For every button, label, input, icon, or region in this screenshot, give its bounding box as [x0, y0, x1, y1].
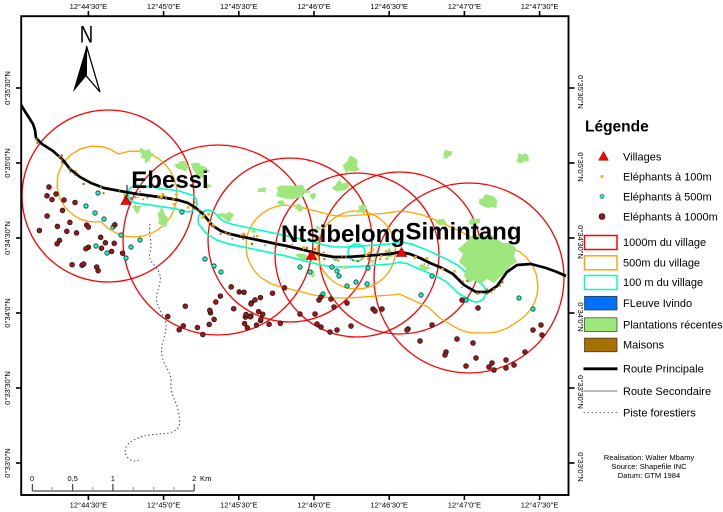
svg-text:12°45'30"E: 12°45'30"E — [220, 501, 258, 510]
svg-text:12°45'0"E: 12°45'0"E — [147, 501, 180, 510]
svg-text:Datum: GTM 1984: Datum: GTM 1984 — [618, 471, 680, 480]
svg-text:0°35'30"N: 0°35'30"N — [576, 75, 585, 109]
svg-text:1000m du village: 1000m du village — [623, 237, 706, 249]
svg-text:12°44'30"E: 12°44'30"E — [70, 2, 108, 11]
svg-text:12°45'30"E: 12°45'30"E — [220, 2, 258, 11]
svg-text:0°33'30"N: 0°33'30"N — [576, 375, 585, 409]
svg-text:Eléphants à 1000m: Eléphants à 1000m — [623, 212, 718, 224]
svg-text:Ebessi: Ebessi — [131, 167, 208, 194]
svg-text:Eléphants à 100m: Eléphants à 100m — [623, 172, 712, 184]
svg-text:0°33'0"N: 0°33'0"N — [576, 452, 585, 482]
svg-text:0: 0 — [30, 474, 34, 483]
svg-text:500m du village: 500m du village — [623, 257, 700, 269]
svg-text:12°47'30"E: 12°47'30"E — [521, 501, 559, 510]
svg-text:Realisation: Walter Mbamy: Realisation: Walter Mbamy — [604, 453, 695, 462]
svg-text:12°46'30"E: 12°46'30"E — [370, 501, 408, 510]
svg-text:Maisons: Maisons — [623, 340, 664, 352]
svg-text:Plantations récentes: Plantations récentes — [623, 319, 723, 331]
svg-text:12°47'0"E: 12°47'0"E — [448, 501, 481, 510]
svg-text:FLeuve Ivindo: FLeuve Ivindo — [623, 298, 692, 310]
svg-text:0°35'0"N: 0°35'0"N — [3, 148, 12, 178]
svg-text:Route Secondaire: Route Secondaire — [623, 386, 711, 398]
svg-text:0°34'0"N: 0°34'0"N — [3, 298, 12, 328]
svg-text:1: 1 — [111, 474, 115, 483]
svg-text:0°34'30"N: 0°34'30"N — [576, 225, 585, 259]
svg-text:Piste forestiers: Piste forestiers — [623, 407, 696, 419]
svg-text:N: N — [80, 22, 94, 49]
svg-text:Légende: Légende — [585, 119, 649, 136]
svg-text:Simintang: Simintang — [405, 219, 521, 246]
svg-text:12°45'0"E: 12°45'0"E — [147, 2, 180, 11]
svg-text:0°33'0"N: 0°33'0"N — [3, 448, 12, 478]
svg-text:Eléphants à 500m: Eléphants à 500m — [623, 192, 712, 204]
svg-text:12°46'30"E: 12°46'30"E — [370, 2, 408, 11]
svg-text:0,5: 0,5 — [67, 474, 78, 483]
svg-text:Source: Shapefile INC: Source: Shapefile INC — [611, 462, 687, 471]
svg-text:Km: Km — [200, 474, 211, 483]
svg-text:12°47'0"E: 12°47'0"E — [448, 2, 481, 11]
svg-text:0°34'30"N: 0°34'30"N — [3, 221, 12, 255]
svg-text:Route Principale: Route Principale — [623, 364, 704, 376]
svg-text:0°35'30"N: 0°35'30"N — [3, 71, 12, 105]
svg-text:12°44'30"E: 12°44'30"E — [70, 501, 108, 510]
svg-text:Ntsibelong: Ntsibelong — [281, 221, 405, 248]
svg-text:0°34'0"N: 0°34'0"N — [576, 302, 585, 332]
svg-text:12°46'0"E: 12°46'0"E — [297, 2, 330, 11]
svg-text:12°47'30"E: 12°47'30"E — [521, 2, 559, 11]
svg-text:0°35'0"N: 0°35'0"N — [576, 152, 585, 182]
svg-text:2: 2 — [192, 474, 196, 483]
svg-text:12°46'0"E: 12°46'0"E — [297, 501, 330, 510]
svg-text:0°33'30"N: 0°33'30"N — [3, 371, 12, 405]
svg-text:100 m du village: 100 m du village — [623, 277, 703, 289]
svg-text:Villages: Villages — [623, 152, 662, 164]
